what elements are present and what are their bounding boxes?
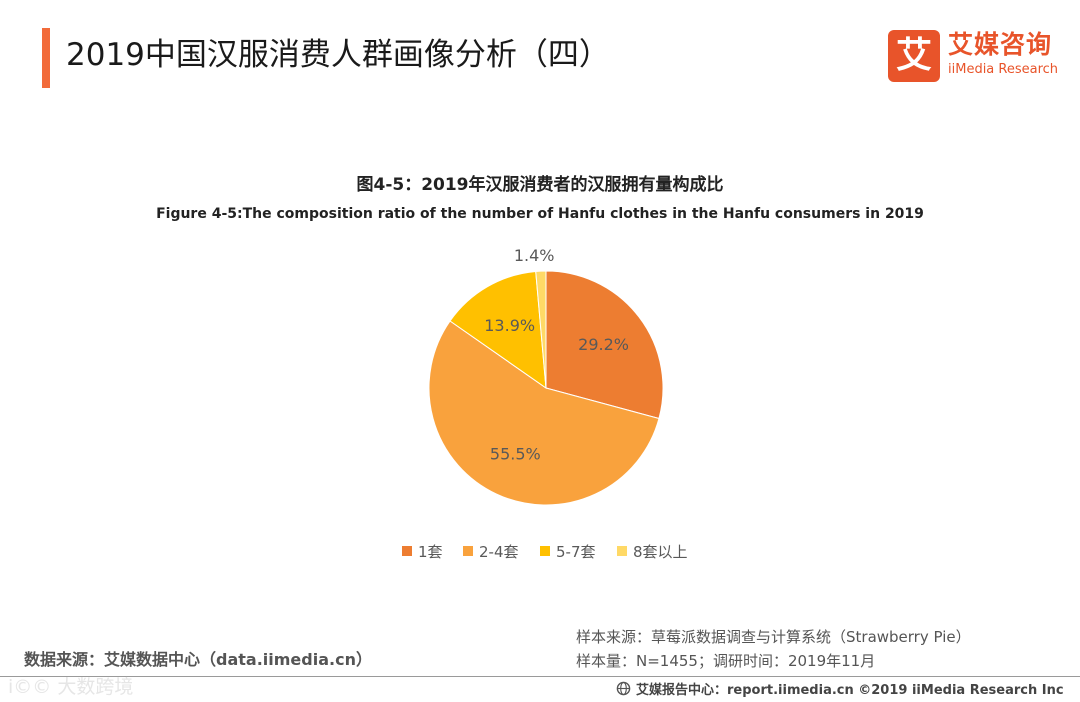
- logo-name-en: iiMedia Research: [948, 62, 1059, 77]
- pie-label-3: 13.9%: [484, 316, 535, 335]
- sample-size: 样本量：N=1455；调研时间：2019年11月: [576, 652, 876, 670]
- logo-mark-glyph: 艾: [895, 35, 932, 76]
- pie-label-1: 29.2%: [578, 335, 629, 354]
- sample-source: 样本来源：草莓派数据调查与计算系统（Strawberry Pie）: [576, 628, 971, 646]
- legend-swatch-4: [617, 546, 627, 556]
- chart-legend: 1套 2-4套 5-7套 8套以上: [402, 543, 688, 561]
- legend-label-2: 2-4套: [479, 543, 519, 561]
- legend-label-1: 1套: [418, 543, 443, 561]
- footer-divider: [0, 676, 1080, 677]
- logo-name-cn: 艾媒咨询: [948, 30, 1053, 59]
- pie-slices: [428, 270, 664, 506]
- iimedia-logo: 艾 艾媒咨询 iiMedia Research: [888, 30, 1060, 82]
- legend-swatch-3: [540, 546, 550, 556]
- logo-mark-icon: 艾: [888, 30, 940, 82]
- title-accent-bar: [42, 28, 50, 88]
- legend-swatch-1: [402, 546, 412, 556]
- legend-label-4: 8套以上: [633, 543, 688, 561]
- pie-slice-2: [428, 320, 660, 506]
- legend-swatch-2: [463, 546, 473, 556]
- pie-label-4: 1.4%: [514, 246, 555, 265]
- pie-slice-1: [545, 270, 664, 420]
- data-source: 数据来源：艾媒数据中心（data.iimedia.cn）: [24, 650, 372, 669]
- watermark: i©© 大数跨境: [8, 676, 134, 698]
- pie-slice-3: [449, 270, 547, 390]
- pie-data-labels: 29.2% 55.5% 13.9% 1.4%: [484, 246, 629, 464]
- pie-label-2: 55.5%: [490, 445, 541, 464]
- legend-label-3: 5-7套: [556, 543, 596, 561]
- chart-subtitle: Figure 4-5:The composition ratio of the …: [156, 206, 924, 222]
- report-center: 艾媒报告中心：report.iimedia.cn ©2019 iiMedia R…: [636, 683, 1064, 698]
- chart-title: 图4-5：2019年汉服消费者的汉服拥有量构成比: [356, 175, 724, 195]
- globe-icon: [616, 681, 631, 696]
- pie-slice-4: [535, 270, 547, 389]
- page-title: 2019中国汉服消费人群画像分析（四）: [66, 37, 610, 73]
